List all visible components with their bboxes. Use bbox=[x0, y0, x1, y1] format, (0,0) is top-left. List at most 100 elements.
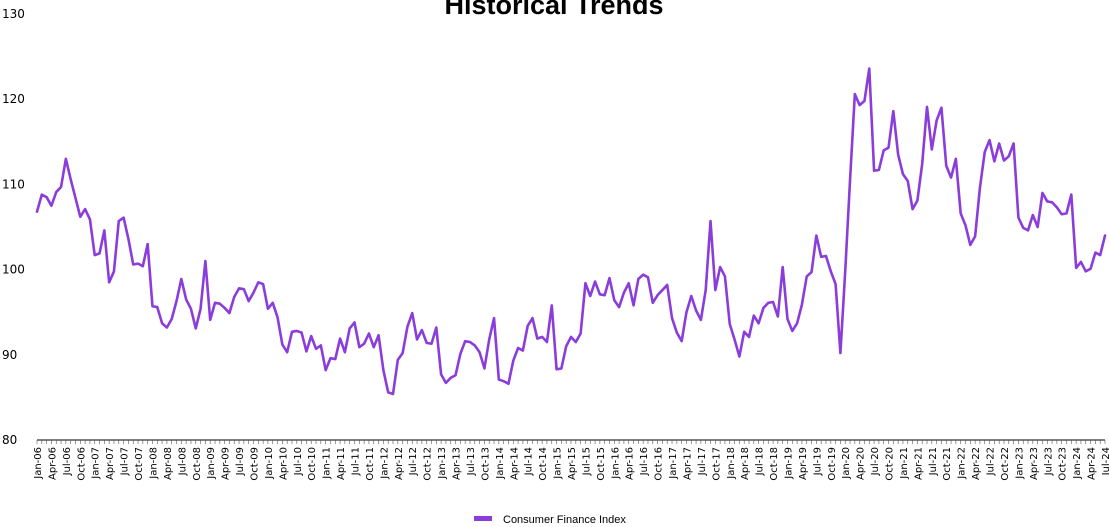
x-tick-label: Jan-20 bbox=[841, 447, 852, 480]
data-point bbox=[844, 270, 846, 272]
data-point bbox=[796, 322, 798, 324]
x-tick-label: Apr-23 bbox=[1029, 447, 1040, 480]
data-point bbox=[676, 332, 678, 334]
data-point bbox=[339, 338, 341, 340]
data-point bbox=[1094, 251, 1096, 254]
data-point bbox=[406, 326, 409, 328]
data-point bbox=[868, 67, 870, 70]
data-point bbox=[854, 93, 856, 95]
data-point bbox=[815, 234, 817, 237]
data-point bbox=[228, 312, 231, 314]
x-tick-label: Jan-24 bbox=[1072, 447, 1083, 480]
x-tick-label: Oct-21 bbox=[942, 447, 953, 481]
data-point bbox=[936, 119, 938, 122]
x-tick-label: Jan-10 bbox=[264, 447, 275, 480]
data-point bbox=[1003, 159, 1005, 162]
data-point bbox=[474, 344, 476, 347]
data-point bbox=[122, 217, 125, 219]
x-tick-label: Oct-22 bbox=[1000, 447, 1011, 481]
data-point bbox=[296, 330, 298, 332]
x-tick-label: Jan-22 bbox=[957, 447, 968, 480]
data-point bbox=[724, 275, 726, 278]
data-point bbox=[758, 322, 760, 324]
data-point bbox=[628, 282, 630, 284]
data-point bbox=[753, 315, 755, 317]
data-point bbox=[830, 270, 832, 272]
data-point bbox=[219, 303, 221, 305]
data-point bbox=[430, 343, 433, 345]
data-point bbox=[411, 312, 413, 314]
data-point bbox=[931, 148, 933, 151]
data-point bbox=[300, 332, 303, 334]
data-point bbox=[960, 212, 962, 214]
data-point bbox=[613, 299, 615, 301]
data-point bbox=[767, 302, 769, 304]
data-point bbox=[204, 260, 206, 262]
data-point bbox=[608, 277, 611, 279]
x-tick-label: Jul-10 bbox=[293, 447, 304, 476]
data-point bbox=[993, 160, 995, 162]
data-point bbox=[690, 295, 692, 297]
data-point bbox=[1075, 267, 1077, 269]
x-tick-label: Jul-24 bbox=[1101, 447, 1109, 476]
data-point bbox=[426, 342, 428, 344]
data-point bbox=[589, 295, 591, 297]
data-point bbox=[1065, 212, 1068, 214]
x-tick-label: Jul-12 bbox=[408, 447, 419, 476]
data-point bbox=[685, 311, 688, 313]
x-tick-label: Oct-07 bbox=[134, 447, 145, 481]
data-point bbox=[286, 351, 288, 353]
data-point bbox=[402, 352, 404, 354]
x-tick-label: Oct-19 bbox=[827, 447, 838, 481]
data-point bbox=[421, 329, 423, 331]
data-point bbox=[714, 289, 716, 291]
data-point bbox=[60, 186, 62, 188]
data-point bbox=[79, 216, 81, 218]
x-tick-label: Jan-15 bbox=[553, 447, 564, 480]
data-point bbox=[772, 301, 774, 303]
data-point bbox=[551, 304, 553, 306]
data-point bbox=[1041, 192, 1044, 194]
data-point bbox=[887, 147, 890, 149]
data-point bbox=[224, 307, 226, 309]
data-point bbox=[89, 218, 91, 220]
data-point bbox=[964, 224, 967, 226]
x-tick-label: Apr-18 bbox=[740, 447, 751, 480]
data-point bbox=[859, 104, 861, 106]
x-tick-label: Apr-17 bbox=[682, 447, 693, 480]
x-tick-label: Apr-24 bbox=[1087, 447, 1098, 480]
data-point bbox=[329, 357, 332, 359]
x-tick-label: Oct-16 bbox=[654, 447, 665, 481]
series-line-consumer-finance-index bbox=[35, 67, 1107, 396]
x-tick-label: Oct-12 bbox=[423, 447, 434, 481]
x-tick-label: Jan-14 bbox=[495, 447, 506, 480]
data-point bbox=[209, 319, 211, 321]
data-point bbox=[41, 194, 43, 196]
data-point bbox=[353, 321, 356, 324]
legend: Consumer Finance Index bbox=[474, 514, 626, 526]
data-point bbox=[950, 176, 952, 179]
data-point bbox=[305, 350, 308, 352]
data-point bbox=[594, 280, 596, 283]
x-tick-label: Apr-12 bbox=[394, 447, 405, 480]
data-point bbox=[902, 173, 904, 175]
data-point bbox=[320, 344, 322, 347]
data-point bbox=[979, 187, 981, 189]
data-point bbox=[555, 368, 558, 370]
data-point bbox=[84, 208, 86, 210]
data-point bbox=[464, 340, 466, 342]
data-point bbox=[623, 292, 625, 294]
data-point bbox=[1099, 254, 1101, 256]
x-tick-label: Jul-09 bbox=[235, 447, 246, 476]
data-point bbox=[878, 169, 880, 171]
data-point bbox=[1104, 234, 1106, 237]
data-point bbox=[786, 318, 789, 320]
data-point bbox=[156, 306, 158, 308]
data-point bbox=[719, 266, 721, 268]
data-point bbox=[940, 107, 943, 109]
data-point bbox=[988, 139, 991, 141]
data-point bbox=[166, 326, 168, 329]
data-point bbox=[147, 243, 149, 245]
data-point bbox=[387, 391, 389, 393]
x-tick-label: Oct-14 bbox=[538, 447, 549, 481]
